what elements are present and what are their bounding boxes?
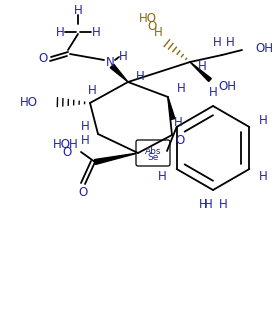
Text: H: H [154,25,162,38]
Polygon shape [190,62,211,82]
Text: H: H [92,25,100,38]
Text: HO: HO [139,12,157,25]
FancyBboxPatch shape [136,140,170,166]
Text: H: H [174,117,182,130]
Text: H: H [226,37,234,50]
Text: H: H [259,170,268,183]
Text: Abs: Abs [145,147,161,156]
Text: HO: HO [20,95,38,108]
Text: H: H [177,82,185,95]
Text: H: H [69,138,77,150]
Text: O: O [147,20,157,33]
Polygon shape [94,153,138,164]
Text: Se: Se [147,153,159,162]
Text: H: H [204,197,212,210]
Text: H: H [158,170,167,183]
Text: O: O [62,145,72,158]
Text: H: H [119,50,127,63]
Text: N: N [106,55,114,69]
Text: H: H [136,70,144,83]
Text: H: H [81,135,89,148]
Text: H: H [198,60,206,73]
Text: H: H [88,85,96,98]
Text: OH: OH [218,79,236,92]
Text: O: O [175,135,185,148]
Text: O: O [38,51,48,64]
Text: H: H [81,121,89,134]
Text: H: H [259,113,268,126]
Polygon shape [110,64,128,82]
Text: HO: HO [53,139,71,152]
Text: H: H [209,86,217,99]
Text: H: H [56,25,64,38]
Text: H: H [199,197,207,210]
Text: H: H [74,3,82,16]
Text: OH: OH [255,42,273,55]
Text: H: H [213,37,221,50]
Polygon shape [168,97,175,119]
Text: O: O [78,185,88,198]
Text: H: H [219,197,227,210]
